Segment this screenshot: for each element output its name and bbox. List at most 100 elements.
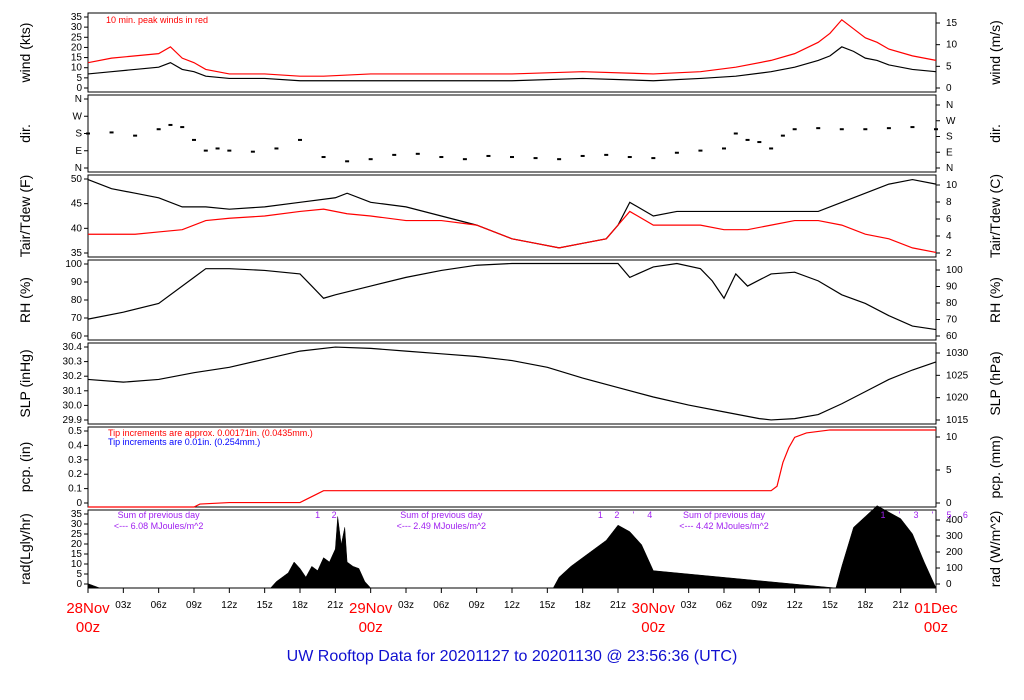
x-tick-label: 09z (186, 600, 202, 611)
pcp-ytick-label: 0 (76, 498, 82, 509)
x-tick-label: 15z (257, 600, 273, 611)
pcp-ytick-label: 0.4 (68, 440, 82, 451)
slp-ytick-right-label: 1020 (946, 393, 969, 404)
rad-hour-mark: 6 (963, 510, 968, 520)
rad-ytick-label: 10 (71, 559, 83, 570)
dir-ytick-right-label: N (946, 163, 953, 174)
dir-point (215, 147, 220, 150)
rh-ytick-right-label: 60 (946, 331, 958, 342)
rh-ytick-right-label: 70 (946, 315, 958, 326)
temp-ytick-right-label: 10 (946, 180, 958, 191)
x-tick-label: 21z (327, 600, 343, 611)
dir-point (415, 152, 420, 155)
dir-point (274, 147, 279, 150)
rad-ytick-label: 20 (71, 539, 83, 550)
dir-point (792, 128, 797, 131)
rh-ylabel-right: RH (%) (987, 277, 1003, 323)
rh-ytick-label: 80 (71, 295, 83, 306)
rad-note-title: Sum of previous day (683, 510, 766, 520)
rad-hour-mark: 2 (614, 510, 619, 520)
rh-ytick-right-label: 100 (946, 265, 963, 276)
rad-ytick-label: 0 (76, 579, 82, 590)
rad-ylabel: rad(Lgly/hr) (17, 513, 33, 585)
dir-point (156, 128, 161, 131)
rad-hour-mark: ' (632, 510, 634, 520)
footer-to: to (514, 648, 528, 665)
wind-ytick-label: 10 (71, 63, 83, 74)
slp-ylabel: SLP (inHg) (17, 349, 33, 417)
x-tick-label: 03z (115, 600, 131, 611)
dir-ytick-right-label: W (946, 116, 956, 127)
slp-ytick-label: 30.3 (63, 357, 83, 368)
rad-frame (87, 509, 937, 589)
x-day-zulu: 00z (924, 619, 948, 636)
rad-ytick-right-label: 200 (946, 547, 963, 558)
rad-ytick-label: 35 (71, 509, 83, 520)
dir-ytick-label: N (75, 94, 82, 105)
rh-ytick-label: 60 (71, 331, 83, 342)
x-tick-label: 03z (398, 600, 414, 611)
x-tick-label: 12z (221, 600, 237, 611)
rh-ytick-label: 100 (65, 259, 82, 270)
dir-ytick-right-label: S (946, 132, 953, 143)
temp-series-1 (88, 208, 937, 254)
wind-ytick-right-label: 5 (946, 61, 952, 72)
footer-title: UW Rooftop Data for 20201127 to 20201130… (0, 648, 1024, 666)
slp-ytick-label: 30.2 (63, 371, 83, 382)
dir-point (133, 134, 138, 137)
slp-ytick-right-label: 1025 (946, 370, 969, 381)
slp-panel: 29.9 30.0 30.1 30.2 30.3 30.4 1015 1020 1025 1030… (17, 342, 1003, 426)
temp-ytick-label: 35 (71, 248, 83, 259)
temp-ytick-right-label: 2 (946, 248, 952, 259)
dir-point (769, 147, 774, 150)
dir-point (203, 149, 208, 152)
wind-ytick-label: 15 (71, 53, 83, 64)
rh-ytick-label: 70 (71, 313, 83, 324)
x-tick-label: 15z (822, 600, 838, 611)
rad-note-title: Sum of previous day (400, 510, 483, 520)
dir-point (192, 138, 196, 141)
wind-series-0 (87, 46, 937, 82)
dir-point (345, 160, 350, 163)
dir-point (863, 128, 868, 131)
pcp-panel: 0 0.1 0.2 0.3 0.4 0.5 0 5 10 pcp. (in) pcp. (mm) Ti… (17, 426, 1003, 509)
pcp-ytick-label: 0.5 (68, 426, 82, 437)
dir-ylabel-right: dir. (987, 124, 1003, 143)
dir-point (250, 150, 255, 153)
slp-ytick-right-label: 1030 (946, 348, 969, 359)
dir-point (886, 127, 891, 130)
dir-ytick-label: N (75, 163, 82, 174)
rad-hour-mark: 1 (880, 510, 885, 520)
rad-note-title: Sum of previous day (118, 510, 201, 520)
pcp-note-blue: Tip increments are 0.01in. (0.254mm.) (108, 437, 260, 447)
dir-ytick-label: W (73, 111, 83, 122)
rad-ytick-right-label: 300 (946, 531, 963, 542)
wind-ytick-label: 25 (71, 32, 83, 43)
dir-point (627, 156, 632, 159)
wind-series-1 (87, 18, 937, 77)
x-tick-label: 06z (433, 600, 449, 611)
pcp-frame (87, 426, 937, 508)
dir-point (816, 127, 821, 130)
rad-hour-mark: 4 (647, 510, 652, 520)
rad-hour-mark: 3 (913, 510, 918, 520)
slp-ytick-label: 30.1 (63, 386, 83, 397)
dir-point (698, 149, 703, 152)
footer-prefix: UW Rooftop Data for (286, 648, 436, 665)
dir-ytick-right-label: N (946, 100, 953, 111)
x-tick-label: 03z (681, 600, 697, 611)
wind-ytick-label: 20 (71, 42, 83, 53)
wind-ytick-right-label: 15 (946, 18, 958, 29)
wind-note: 10 min. peak winds in red (106, 15, 208, 25)
wind-ytick-label: 30 (71, 22, 83, 33)
rad-note-value: <--- 4.42 MJoules/m^2 (679, 521, 769, 531)
rad-ytick-label: 30 (71, 519, 83, 530)
rh-panel: 60 70 80 90 100 60 70 80 90 100 RH (%) RH (%) (17, 259, 1003, 342)
x-tick-label: 21z (893, 600, 909, 611)
temp-ytick-label: 40 (71, 223, 83, 234)
rad-ytick-right-label: 100 (946, 563, 963, 574)
pcp-ytick-right-label: 5 (946, 465, 952, 476)
temp-series-0 (87, 178, 937, 249)
dir-point (168, 123, 173, 126)
dir-point (674, 151, 679, 154)
